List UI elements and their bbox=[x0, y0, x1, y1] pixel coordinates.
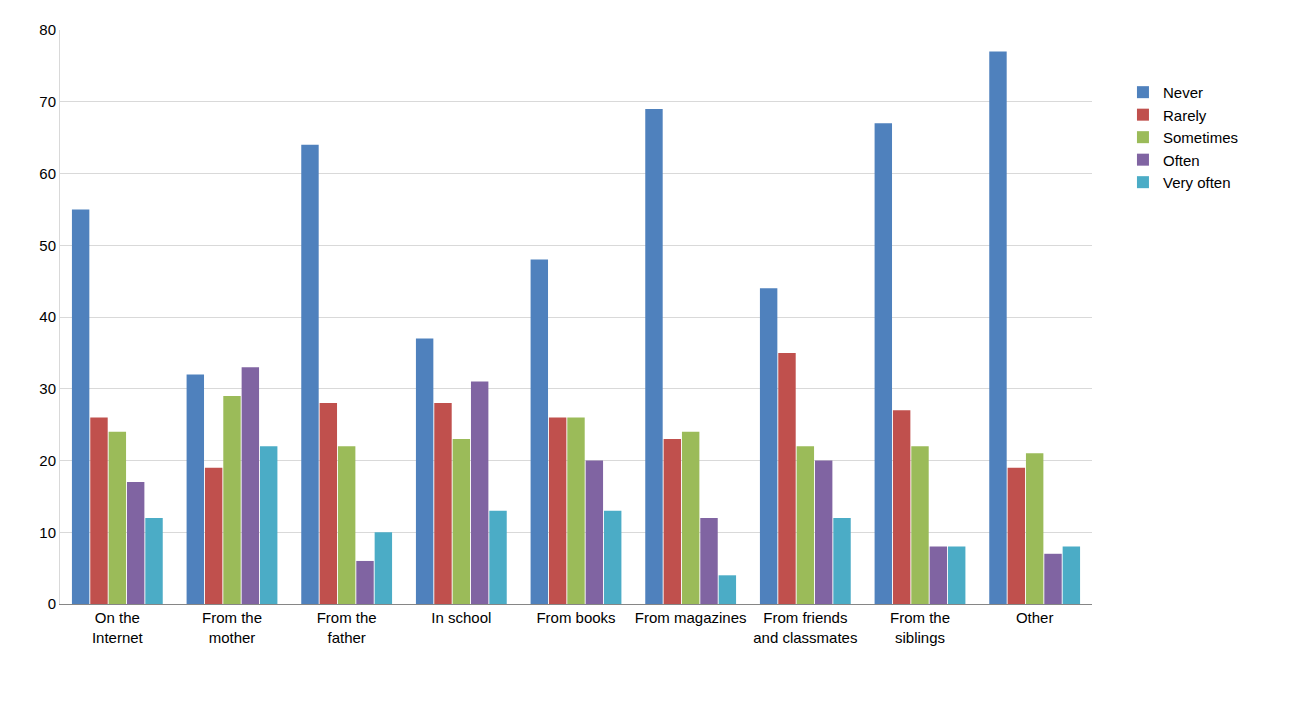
svg-text:On theInternet: On theInternet bbox=[92, 609, 144, 646]
svg-text:Other: Other bbox=[1016, 609, 1054, 626]
svg-text:20: 20 bbox=[39, 452, 56, 469]
svg-text:10: 10 bbox=[39, 524, 56, 541]
svg-text:From magazines: From magazines bbox=[635, 609, 747, 626]
svg-text:From thesiblings: From thesiblings bbox=[890, 609, 950, 646]
svg-text:50: 50 bbox=[39, 237, 56, 254]
svg-text:Never: Never bbox=[1163, 84, 1203, 101]
svg-text:Rarely: Rarely bbox=[1163, 107, 1207, 124]
svg-text:Sometimes: Sometimes bbox=[1163, 129, 1238, 146]
svg-text:From books: From books bbox=[536, 609, 615, 626]
svg-text:60: 60 bbox=[39, 165, 56, 182]
svg-text:In school: In school bbox=[431, 609, 491, 626]
svg-text:70: 70 bbox=[39, 93, 56, 110]
svg-text:40: 40 bbox=[39, 308, 56, 325]
svg-text:Often: Often bbox=[1163, 152, 1200, 169]
svg-text:80: 80 bbox=[39, 21, 56, 38]
svg-text:From friendsand classmates: From friendsand classmates bbox=[753, 609, 857, 646]
svg-text:30: 30 bbox=[39, 380, 56, 397]
svg-text:Very often: Very often bbox=[1163, 174, 1231, 191]
svg-text:From themother: From themother bbox=[202, 609, 262, 646]
svg-text:0: 0 bbox=[48, 595, 56, 612]
svg-text:From thefather: From thefather bbox=[317, 609, 377, 646]
